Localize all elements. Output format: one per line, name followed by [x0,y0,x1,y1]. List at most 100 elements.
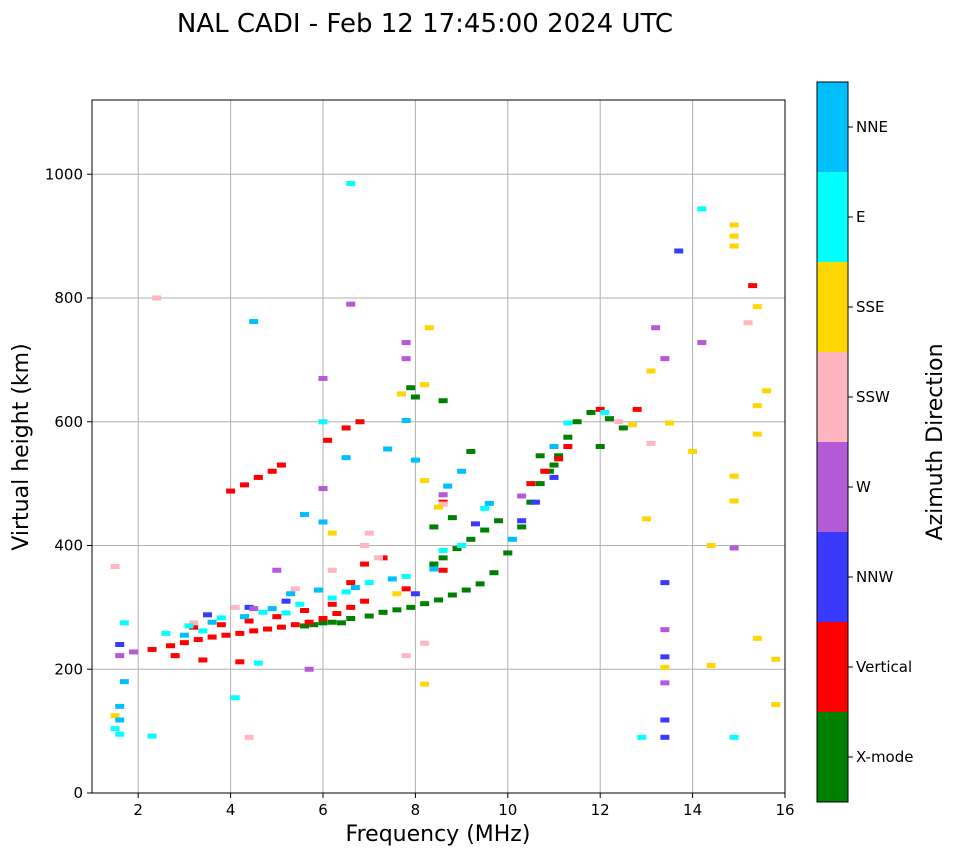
x-tick-label: 10 [498,801,517,819]
data-point [604,416,614,422]
data-point [438,501,448,507]
data-point [729,233,739,239]
data-point [614,419,624,425]
data-point [706,663,716,669]
data-points [110,181,781,740]
data-point [258,609,268,615]
data-point [300,607,310,613]
data-point [697,340,707,346]
data-point [161,630,171,636]
data-point [660,717,670,723]
colorbar-label: Azimuth Direction [923,343,948,540]
data-point [129,649,139,655]
y-axis-ticks: 0 200 400 600 800 1000 [45,165,92,802]
data-point [401,418,411,424]
series-ssw [110,295,753,740]
x-tick-label: 2 [133,801,143,819]
data-point [660,664,670,670]
data-point [771,702,781,708]
y-tick-label: 600 [54,413,83,431]
data-point [276,624,286,630]
data-point [244,618,254,624]
data-point [535,481,545,487]
data-point [147,646,157,652]
data-point [179,640,189,646]
data-point [438,547,448,553]
data-point [318,486,328,492]
data-point [752,635,762,641]
data-point [480,527,490,533]
data-point [360,598,370,604]
data-point [193,637,203,643]
data-point [563,434,573,440]
data-point [341,425,351,431]
x-tick-label: 4 [226,801,236,819]
data-point [152,295,162,301]
data-point [595,406,605,412]
colorbar-segment [817,82,848,172]
data-point [318,620,328,626]
data-point [729,545,739,551]
data-point [406,385,416,391]
data-point [531,499,541,505]
data-point [221,632,231,638]
data-point [420,478,430,484]
data-point [119,679,129,685]
data-point [290,586,300,592]
data-point [290,622,300,628]
data-point [489,570,499,576]
data-point [203,612,212,618]
series-nnw [115,248,684,740]
colorbar-tick-label: E [856,208,865,226]
data-point [170,653,180,659]
colorbar-segment [817,352,848,442]
data-point [115,642,125,647]
data-point [239,482,249,488]
data-point [549,462,559,468]
data-point [526,481,536,487]
series-x-mode [300,385,628,629]
data-point [447,515,457,521]
data-point [189,620,199,626]
data-point [392,607,402,613]
data-point [110,713,120,719]
colorbar-tick-label: W [856,478,871,496]
data-point [360,543,370,548]
data-point [327,619,337,625]
data-point [586,409,596,415]
data-point [115,717,125,723]
series-e [110,181,739,740]
x-tick-label: 6 [318,801,328,819]
data-point [216,615,226,621]
data-point [189,624,199,630]
data-point [341,455,351,461]
data-point [434,597,443,603]
data-point [752,304,762,310]
data-point [660,627,670,633]
data-point [253,660,263,666]
data-point [443,483,453,489]
data-point [503,550,513,556]
data-point [729,222,739,228]
data-point [115,653,125,659]
data-point [179,632,189,638]
data-point [327,567,337,573]
data-point [373,555,383,561]
x-tick-label: 12 [591,801,610,819]
data-point [641,516,651,522]
data-point [272,614,282,620]
data-point [563,420,573,426]
colorbar-tick-label: NNE [856,118,888,136]
data-point [660,580,670,586]
data-point [429,561,439,567]
colorbar-tick-label: SSW [856,388,890,406]
data-point [457,468,467,474]
data-point [244,734,254,740]
data-point [646,440,656,446]
data-point [600,409,610,415]
y-axis-label: Virtual height (km) [9,343,34,550]
data-point [267,606,277,612]
data-point [572,419,582,425]
data-point [420,601,430,607]
colorbar-segment [817,172,848,262]
